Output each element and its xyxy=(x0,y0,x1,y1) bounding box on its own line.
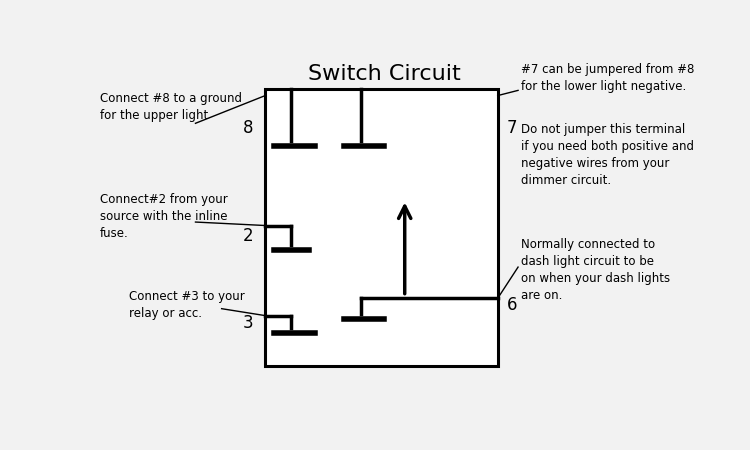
Text: Connect #8 to a ground
for the upper light: Connect #8 to a ground for the upper lig… xyxy=(100,92,242,122)
Text: Normally connected to
dash light circuit to be
on when your dash lights
are on.: Normally connected to dash light circuit… xyxy=(521,238,670,302)
Text: 7: 7 xyxy=(507,119,518,137)
Bar xyxy=(266,89,498,366)
Text: 8: 8 xyxy=(242,119,253,137)
Text: 3: 3 xyxy=(242,314,253,332)
Text: 2: 2 xyxy=(242,227,253,245)
Text: Connect#2 from your
source with the inline
fuse.: Connect#2 from your source with the inli… xyxy=(100,193,227,239)
Text: #7 can be jumpered from #8
for the lower light negative.: #7 can be jumpered from #8 for the lower… xyxy=(521,63,694,93)
Text: 6: 6 xyxy=(507,296,518,314)
Text: Connect #3 to your
relay or acc.: Connect #3 to your relay or acc. xyxy=(129,290,244,320)
Text: Switch Circuit: Switch Circuit xyxy=(308,64,460,85)
Text: Do not jumper this terminal
if you need both positive and
negative wires from yo: Do not jumper this terminal if you need … xyxy=(521,123,694,187)
